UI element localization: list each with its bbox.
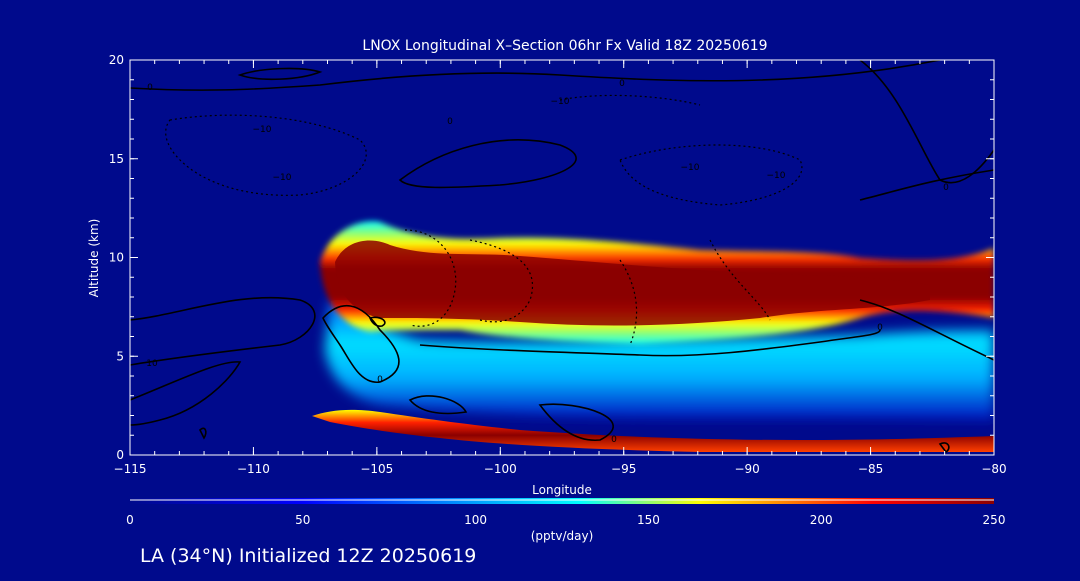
plot-area: 0 0 0 −10 −10 −10 −10 −10 0 0 0 10 0 bbox=[130, 60, 994, 454]
contour-label: −10 bbox=[273, 173, 292, 183]
y-axis: 0 5 10 15 20 bbox=[109, 53, 994, 462]
contour-label: −10 bbox=[551, 97, 570, 107]
field-surface-band bbox=[312, 409, 994, 452]
y-tick-label: 0 bbox=[116, 448, 124, 462]
contour-label: 0 bbox=[147, 83, 153, 93]
colorbar-ticks: 0 50 100 150 200 250 bbox=[126, 513, 1005, 527]
colorbar-tick-label: 200 bbox=[810, 513, 833, 527]
x-tick-label: −85 bbox=[858, 462, 883, 476]
contour-label: 10 bbox=[146, 359, 158, 369]
x-axis-label: Longitude bbox=[532, 483, 592, 497]
contour-label: 0 bbox=[619, 79, 625, 89]
y-tick-label: 20 bbox=[109, 53, 124, 67]
colorbar-units: (pptv/day) bbox=[531, 529, 594, 543]
colorbar-tick-label: 0 bbox=[126, 513, 134, 527]
y-axis-label: Altitude (km) bbox=[87, 219, 101, 298]
field-upper-core bbox=[335, 240, 930, 326]
x-tick-label: −105 bbox=[360, 462, 393, 476]
colorbar-tick-label: 150 bbox=[637, 513, 660, 527]
contour-label: −10 bbox=[253, 125, 272, 135]
contour-label: 0 bbox=[377, 375, 383, 385]
contour-label: 0 bbox=[877, 323, 883, 333]
y-tick-label: 15 bbox=[109, 152, 124, 166]
contour-labels: 0 0 0 −10 −10 −10 −10 −10 0 0 0 10 0 bbox=[146, 79, 949, 445]
y-tick-label: 5 bbox=[116, 349, 124, 363]
colorbar-tick-label: 250 bbox=[983, 513, 1006, 527]
contour-dotted bbox=[165, 94, 803, 346]
init-footer: LA (34°N) Initialized 12Z 20250619 bbox=[140, 545, 476, 567]
colorbar-tick-label: 100 bbox=[464, 513, 487, 527]
field-mid-band bbox=[325, 300, 994, 420]
x-tick-label: −100 bbox=[484, 462, 517, 476]
x-tick-label: −90 bbox=[734, 462, 759, 476]
colorbar bbox=[130, 498, 994, 504]
contour-label: 0 bbox=[447, 117, 453, 127]
y-tick-label: 10 bbox=[109, 251, 124, 265]
contour-label: 0 bbox=[611, 435, 617, 445]
x-axis: −115 −110 −105 −100 −95 −90 −85 −80 bbox=[114, 60, 1007, 476]
contour-label: −10 bbox=[681, 163, 700, 173]
contour-lines bbox=[130, 60, 994, 454]
contour-label: −10 bbox=[767, 171, 786, 181]
x-tick-label: −115 bbox=[114, 462, 147, 476]
contour-label: 0 bbox=[943, 183, 949, 193]
x-tick-label: −95 bbox=[611, 462, 636, 476]
chart-title: LNOX Longitudinal X–Section 06hr Fx Vali… bbox=[362, 38, 767, 54]
x-tick-label: −80 bbox=[981, 462, 1006, 476]
colorbar-tick-label: 50 bbox=[295, 513, 310, 527]
x-tick-label: −110 bbox=[237, 462, 270, 476]
